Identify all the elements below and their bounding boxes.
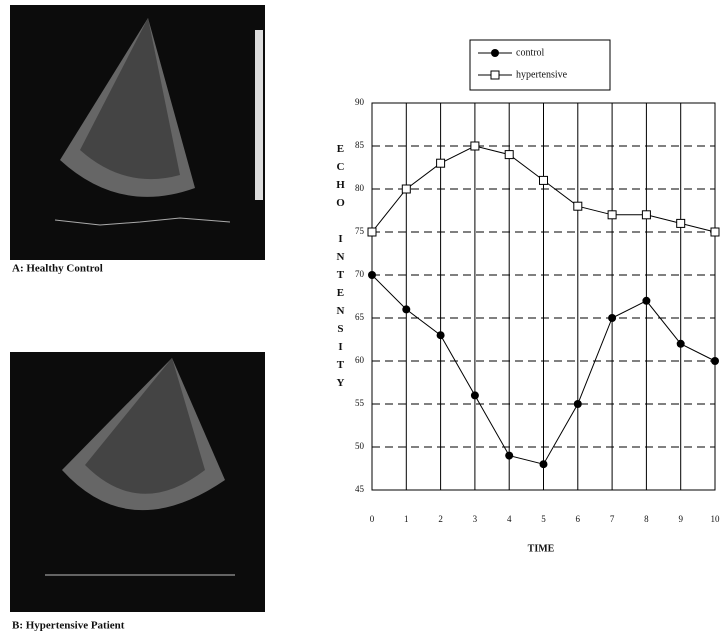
marker xyxy=(574,202,582,210)
y-tick-label: 50 xyxy=(355,441,365,451)
x-axis-label: TIME xyxy=(528,543,555,554)
marker xyxy=(677,340,685,348)
marker xyxy=(711,357,719,365)
x-tick-label: 4 xyxy=(507,514,512,524)
y-tick-label: 60 xyxy=(355,355,365,365)
marker xyxy=(402,185,410,193)
x-tick-label: 5 xyxy=(541,514,546,524)
legend-label: control xyxy=(516,47,545,58)
marker xyxy=(608,211,616,219)
y-tick-label: 70 xyxy=(355,269,365,279)
marker xyxy=(505,151,513,159)
marker xyxy=(368,271,376,279)
y-axis-label: ECHO INTENSITY xyxy=(334,143,346,395)
marker xyxy=(574,400,582,408)
marker xyxy=(491,71,499,79)
marker xyxy=(642,211,650,219)
y-tick-label: 45 xyxy=(355,484,365,494)
legend-label: hypertensive xyxy=(516,69,568,80)
marker xyxy=(368,228,376,236)
x-tick-label: 9 xyxy=(678,514,683,524)
marker xyxy=(711,228,719,236)
y-tick-label: 85 xyxy=(355,140,365,150)
marker xyxy=(471,142,479,150)
caption: A: Healthy Control xyxy=(12,263,103,275)
marker xyxy=(677,219,685,227)
ultrasound-image-b xyxy=(10,352,265,612)
x-tick-label: 3 xyxy=(473,514,478,524)
caption: B: Hypertensive Patient xyxy=(12,620,125,632)
y-tick-label: 75 xyxy=(355,226,365,236)
x-tick-label: 8 xyxy=(644,514,649,524)
marker xyxy=(505,452,513,460)
y-tick-label: 65 xyxy=(355,312,365,322)
figure: A: Healthy Control B: Hypertensive Patie… xyxy=(0,0,721,634)
marker xyxy=(471,391,479,399)
marker xyxy=(642,297,650,305)
marker xyxy=(402,305,410,313)
marker xyxy=(608,314,616,322)
x-tick-label: 7 xyxy=(610,514,615,524)
y-tick-label: 90 xyxy=(355,97,365,107)
y-tick-label: 80 xyxy=(355,183,365,193)
page: {"panels": [{"caption": "A: Healthy Cont… xyxy=(0,0,721,634)
ultrasound-image-a xyxy=(10,5,265,260)
y-tick-label: 55 xyxy=(355,398,365,408)
x-tick-label: 1 xyxy=(404,514,409,524)
x-tick-label: 10 xyxy=(711,514,721,524)
marker xyxy=(540,176,548,184)
x-tick-label: 6 xyxy=(576,514,581,524)
marker xyxy=(491,49,499,57)
marker xyxy=(437,331,445,339)
x-tick-label: 0 xyxy=(370,514,375,524)
marker xyxy=(437,159,445,167)
marker xyxy=(540,460,548,468)
x-tick-label: 2 xyxy=(438,514,443,524)
